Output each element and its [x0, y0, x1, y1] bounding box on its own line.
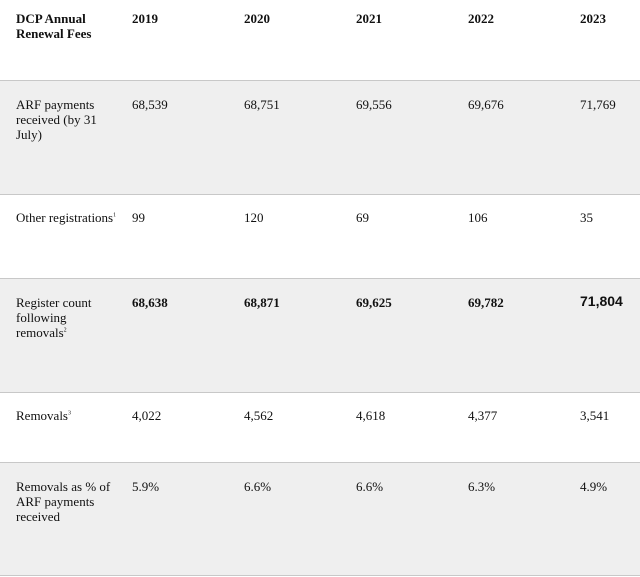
row-label: Removals3	[16, 408, 120, 423]
cell-value: 35	[580, 210, 593, 225]
table-row-arf-payments: ARF payments received (by 31 July) 68,53…	[0, 80, 640, 194]
header-year-2019: 2019	[132, 11, 158, 26]
cell-value: 68,539	[132, 97, 168, 112]
row-label: ARF payments received (by 31 July)	[16, 97, 120, 142]
row-label-text: Removals as % of ARF payments received	[16, 479, 111, 524]
header-year-2021: 2021	[356, 11, 382, 26]
footnote-marker: 3	[68, 410, 71, 417]
cell-value: 69,676	[468, 97, 504, 112]
cell-value: 71,804	[580, 293, 623, 309]
header-year-2022: 2022	[468, 11, 494, 26]
cell-value: 69,782	[468, 295, 504, 310]
cell-value: 69,625	[356, 295, 392, 310]
cell-value: 4,377	[468, 408, 498, 423]
cell-value: 5.9%	[132, 479, 160, 494]
cell-value: 71,769	[580, 97, 616, 112]
cell-value: 6.6%	[356, 479, 384, 494]
table-row-removals: Removals3 4,022 4,562 4,618 4,377 3,541	[0, 392, 640, 462]
header-year-2020: 2020	[244, 11, 270, 26]
cell-value: 68,751	[244, 97, 280, 112]
row-label-text: Other registrations	[16, 210, 114, 225]
row-label: Removals as % of ARF payments received	[16, 479, 120, 524]
row-label: Other registrations1	[16, 210, 120, 225]
table-bottom-divider	[0, 575, 640, 576]
cell-value: 120	[244, 210, 264, 225]
row-label-text: Register count following removals	[16, 295, 92, 340]
table-row-register-count: Register count following removals2 68,63…	[0, 278, 640, 392]
table-header-row: DCP Annual Renewal Fees 2019 2020 2021 2…	[0, 0, 640, 80]
row-label-text: Removals	[16, 408, 68, 423]
cell-value: 106	[468, 210, 488, 225]
cell-value: 3,541	[580, 408, 610, 423]
cell-value: 6.6%	[244, 479, 272, 494]
table-row-other-registrations: Other registrations1 99 120 69 106 35	[0, 194, 640, 278]
header-label: DCP Annual Renewal Fees	[16, 11, 92, 41]
footnote-marker: 1	[113, 212, 117, 219]
row-label: Register count following removals2	[16, 295, 120, 340]
cell-value: 4,618	[356, 408, 386, 423]
cell-value: 4,022	[132, 408, 162, 423]
header-year-2023: 2023	[580, 11, 606, 26]
cell-value: 69,556	[356, 97, 392, 112]
cell-value: 4,562	[244, 408, 274, 423]
cell-value: 4.9%	[580, 479, 608, 494]
cell-value: 6.3%	[468, 479, 496, 494]
cell-value: 68,638	[132, 295, 168, 310]
table-row-removals-percent: Removals as % of ARF payments received 5…	[0, 462, 640, 575]
cell-value: 68,871	[244, 295, 280, 310]
cell-value: 99	[132, 210, 145, 225]
row-label-text: ARF payments received (by 31 July)	[16, 97, 97, 142]
cell-value: 69	[356, 210, 369, 225]
footnote-marker: 2	[63, 327, 67, 334]
